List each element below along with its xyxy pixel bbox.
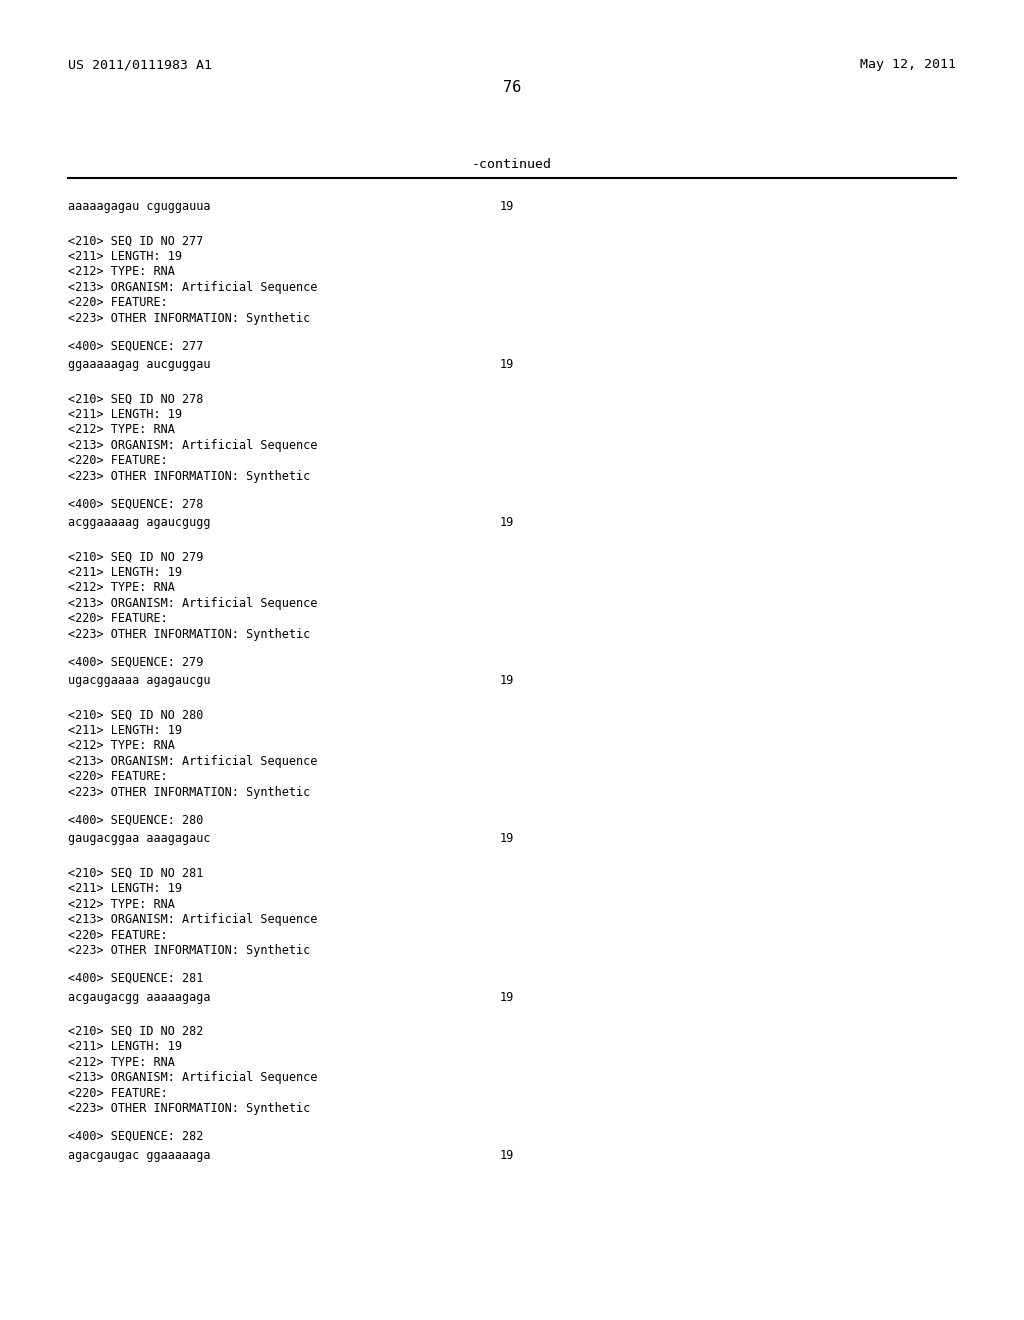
Text: <212> TYPE: RNA: <212> TYPE: RNA xyxy=(68,581,175,594)
Text: 19: 19 xyxy=(500,358,514,371)
Text: -continued: -continued xyxy=(472,158,552,172)
Text: <223> OTHER INFORMATION: Synthetic: <223> OTHER INFORMATION: Synthetic xyxy=(68,1102,310,1115)
Text: 19: 19 xyxy=(500,833,514,845)
Text: <400> SEQUENCE: 278: <400> SEQUENCE: 278 xyxy=(68,498,204,511)
Text: aaaaagagau cguggauua: aaaaagagau cguggauua xyxy=(68,201,211,213)
Text: <400> SEQUENCE: 282: <400> SEQUENCE: 282 xyxy=(68,1130,204,1143)
Text: <210> SEQ ID NO 282: <210> SEQ ID NO 282 xyxy=(68,1024,204,1038)
Text: <400> SEQUENCE: 280: <400> SEQUENCE: 280 xyxy=(68,814,204,826)
Text: <220> FEATURE:: <220> FEATURE: xyxy=(68,928,168,941)
Text: 76: 76 xyxy=(503,81,521,95)
Text: US 2011/0111983 A1: US 2011/0111983 A1 xyxy=(68,58,212,71)
Text: <212> TYPE: RNA: <212> TYPE: RNA xyxy=(68,1056,175,1069)
Text: 19: 19 xyxy=(500,201,514,213)
Text: <223> OTHER INFORMATION: Synthetic: <223> OTHER INFORMATION: Synthetic xyxy=(68,785,310,799)
Text: <213> ORGANISM: Artificial Sequence: <213> ORGANISM: Artificial Sequence xyxy=(68,913,317,927)
Text: <212> TYPE: RNA: <212> TYPE: RNA xyxy=(68,424,175,436)
Text: ggaaaaagag aucguggau: ggaaaaagag aucguggau xyxy=(68,358,211,371)
Text: <220> FEATURE:: <220> FEATURE: xyxy=(68,612,168,626)
Text: acgaugacgg aaaaagaga: acgaugacgg aaaaagaga xyxy=(68,990,211,1003)
Text: <213> ORGANISM: Artificial Sequence: <213> ORGANISM: Artificial Sequence xyxy=(68,281,317,293)
Text: gaugacggaa aaagagauc: gaugacggaa aaagagauc xyxy=(68,833,211,845)
Text: <212> TYPE: RNA: <212> TYPE: RNA xyxy=(68,898,175,911)
Text: <210> SEQ ID NO 277: <210> SEQ ID NO 277 xyxy=(68,234,204,247)
Text: 19: 19 xyxy=(500,990,514,1003)
Text: <210> SEQ ID NO 279: <210> SEQ ID NO 279 xyxy=(68,550,204,564)
Text: <220> FEATURE:: <220> FEATURE: xyxy=(68,771,168,783)
Text: acggaaaaag agaucgugg: acggaaaaag agaucgugg xyxy=(68,516,211,529)
Text: <213> ORGANISM: Artificial Sequence: <213> ORGANISM: Artificial Sequence xyxy=(68,1071,317,1084)
Text: <223> OTHER INFORMATION: Synthetic: <223> OTHER INFORMATION: Synthetic xyxy=(68,944,310,957)
Text: <220> FEATURE:: <220> FEATURE: xyxy=(68,454,168,467)
Text: agacgaugac ggaaaaaga: agacgaugac ggaaaaaga xyxy=(68,1148,211,1162)
Text: <211> LENGTH: 19: <211> LENGTH: 19 xyxy=(68,723,182,737)
Text: <211> LENGTH: 19: <211> LENGTH: 19 xyxy=(68,249,182,263)
Text: <213> ORGANISM: Artificial Sequence: <213> ORGANISM: Artificial Sequence xyxy=(68,755,317,768)
Text: <223> OTHER INFORMATION: Synthetic: <223> OTHER INFORMATION: Synthetic xyxy=(68,470,310,483)
Text: <213> ORGANISM: Artificial Sequence: <213> ORGANISM: Artificial Sequence xyxy=(68,597,317,610)
Text: 19: 19 xyxy=(500,675,514,688)
Text: <400> SEQUENCE: 277: <400> SEQUENCE: 277 xyxy=(68,339,204,352)
Text: 19: 19 xyxy=(500,1148,514,1162)
Text: <211> LENGTH: 19: <211> LENGTH: 19 xyxy=(68,1040,182,1053)
Text: 19: 19 xyxy=(500,516,514,529)
Text: <400> SEQUENCE: 279: <400> SEQUENCE: 279 xyxy=(68,656,204,669)
Text: <220> FEATURE:: <220> FEATURE: xyxy=(68,296,168,309)
Text: <210> SEQ ID NO 281: <210> SEQ ID NO 281 xyxy=(68,866,204,879)
Text: <400> SEQUENCE: 281: <400> SEQUENCE: 281 xyxy=(68,972,204,985)
Text: <210> SEQ ID NO 278: <210> SEQ ID NO 278 xyxy=(68,392,204,405)
Text: <211> LENGTH: 19: <211> LENGTH: 19 xyxy=(68,566,182,578)
Text: <211> LENGTH: 19: <211> LENGTH: 19 xyxy=(68,882,182,895)
Text: May 12, 2011: May 12, 2011 xyxy=(860,58,956,71)
Text: <220> FEATURE:: <220> FEATURE: xyxy=(68,1086,168,1100)
Text: <210> SEQ ID NO 280: <210> SEQ ID NO 280 xyxy=(68,709,204,722)
Text: <223> OTHER INFORMATION: Synthetic: <223> OTHER INFORMATION: Synthetic xyxy=(68,628,310,640)
Text: <211> LENGTH: 19: <211> LENGTH: 19 xyxy=(68,408,182,421)
Text: <212> TYPE: RNA: <212> TYPE: RNA xyxy=(68,265,175,279)
Text: <223> OTHER INFORMATION: Synthetic: <223> OTHER INFORMATION: Synthetic xyxy=(68,312,310,325)
Text: ugacggaaaa agagaucgu: ugacggaaaa agagaucgu xyxy=(68,675,211,688)
Text: <212> TYPE: RNA: <212> TYPE: RNA xyxy=(68,739,175,752)
Text: <213> ORGANISM: Artificial Sequence: <213> ORGANISM: Artificial Sequence xyxy=(68,438,317,451)
